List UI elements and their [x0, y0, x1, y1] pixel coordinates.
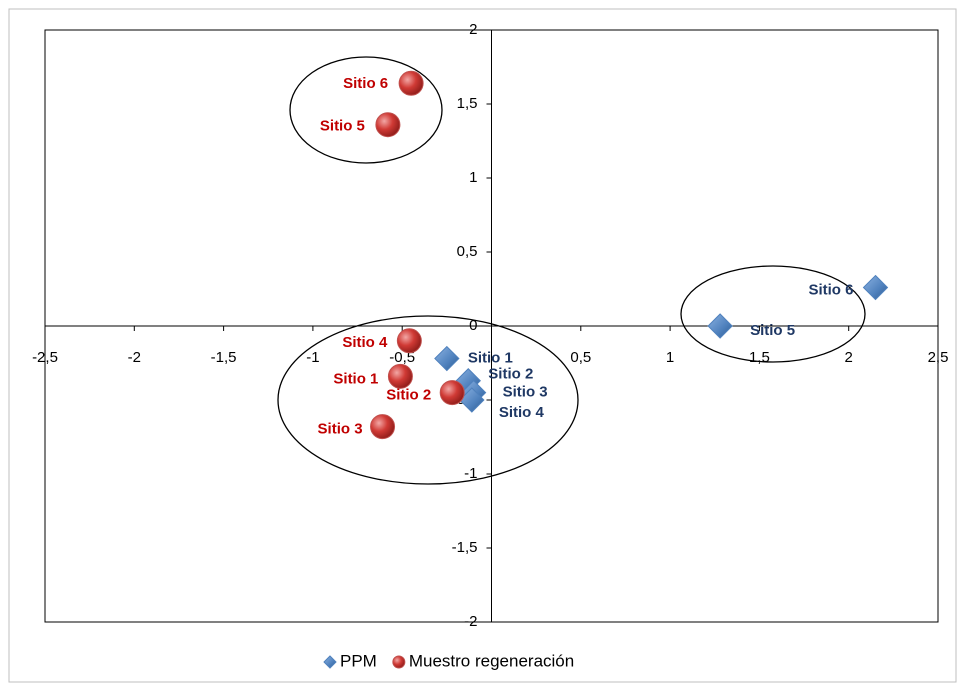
legend-label: PPM — [340, 651, 377, 670]
data-point — [370, 414, 396, 440]
y-tick-label: -1 — [464, 465, 477, 482]
x-tick-label: 1 — [666, 349, 674, 366]
cluster-ellipse — [277, 315, 579, 485]
data-point — [396, 328, 422, 354]
x-tick-label: -2 — [128, 349, 141, 366]
x-tick-label: 1,5 — [749, 349, 770, 366]
data-point — [398, 70, 424, 96]
legend-marker — [323, 655, 337, 669]
point-label: Sitio 4 — [499, 404, 545, 421]
y-tick-label: 1,5 — [457, 95, 478, 112]
point-label: Sitio 2 — [488, 366, 533, 383]
y-tick-label: -2 — [464, 613, 477, 630]
point-label: Sitio 3 — [318, 421, 363, 438]
point-label: Sitio 1 — [333, 370, 378, 387]
x-tick-label: 2 — [845, 349, 853, 366]
point-label: Sitio 6 — [808, 281, 853, 298]
point-label: Sitio 5 — [750, 322, 795, 339]
point-label: Sitio 6 — [343, 75, 388, 92]
y-tick-label: 1 — [469, 169, 477, 186]
y-tick-label: -1,5 — [452, 539, 478, 556]
point-label: Sitio 5 — [320, 118, 365, 135]
point-label: Sitio 3 — [503, 384, 548, 401]
data-point — [387, 363, 413, 389]
point-label: Sitio 4 — [342, 334, 388, 351]
x-tick-label: 0,5 — [570, 349, 591, 366]
point-label: Sitio 1 — [468, 350, 513, 367]
legend-marker — [392, 655, 406, 669]
point-label: Sitio 2 — [386, 387, 431, 404]
cluster-ellipse — [289, 56, 443, 164]
y-tick-label: 0,5 — [457, 243, 478, 260]
data-point — [707, 313, 733, 339]
data-point — [439, 380, 465, 406]
x-tick-label: -2,5 — [32, 349, 58, 366]
data-point — [862, 274, 889, 301]
x-tick-label: -1 — [306, 349, 319, 366]
y-tick-label: 2 — [469, 21, 477, 38]
data-point — [375, 112, 401, 138]
x-tick-label: 2,5 — [928, 349, 949, 366]
cluster-ellipse — [680, 265, 866, 363]
y-tick-label: 0 — [469, 317, 477, 334]
chart-border — [8, 8, 957, 683]
x-tick-label: -1,5 — [211, 349, 237, 366]
legend-label: Muestro regeneración — [409, 651, 574, 670]
data-point — [434, 345, 460, 372]
